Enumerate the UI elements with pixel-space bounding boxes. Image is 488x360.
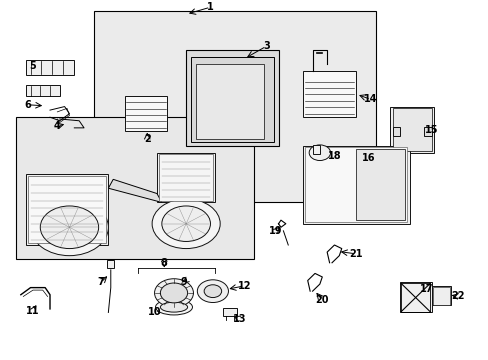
Bar	[196, 64, 264, 139]
Ellipse shape	[152, 199, 220, 248]
Text: 2: 2	[143, 134, 150, 144]
Ellipse shape	[40, 206, 99, 248]
Text: 1: 1	[206, 2, 213, 12]
Bar	[191, 57, 273, 142]
FancyBboxPatch shape	[16, 117, 254, 259]
Bar	[432, 287, 449, 305]
Bar	[389, 107, 433, 153]
Text: 17: 17	[419, 284, 433, 294]
Ellipse shape	[308, 145, 330, 161]
Text: 8: 8	[161, 258, 167, 268]
Text: 19: 19	[269, 226, 282, 236]
Text: 14: 14	[364, 94, 377, 104]
Ellipse shape	[203, 285, 221, 298]
Text: 13: 13	[232, 314, 246, 324]
Ellipse shape	[160, 283, 187, 303]
Bar	[26, 85, 60, 96]
Text: 3: 3	[263, 41, 269, 51]
Text: 18: 18	[327, 151, 341, 161]
Bar	[28, 176, 106, 243]
Text: 21: 21	[349, 249, 362, 259]
Ellipse shape	[30, 199, 108, 256]
Text: 11: 11	[26, 306, 40, 316]
Bar	[305, 147, 407, 222]
Bar	[302, 145, 409, 224]
Bar	[356, 149, 404, 220]
Bar	[26, 60, 74, 75]
Bar	[424, 127, 431, 136]
Bar	[222, 308, 237, 316]
Text: 5: 5	[30, 61, 36, 71]
Ellipse shape	[160, 302, 187, 312]
Bar	[125, 96, 166, 131]
Text: 6: 6	[25, 100, 31, 110]
Text: 22: 22	[451, 292, 464, 301]
Bar	[392, 127, 399, 136]
Ellipse shape	[154, 279, 193, 307]
Text: 20: 20	[315, 295, 328, 305]
Bar	[157, 153, 215, 202]
Text: 10: 10	[147, 307, 161, 318]
Text: 12: 12	[237, 281, 251, 291]
Ellipse shape	[197, 280, 228, 302]
Bar	[302, 71, 356, 117]
Text: 9: 9	[180, 277, 187, 287]
FancyBboxPatch shape	[94, 11, 375, 202]
Bar	[392, 108, 431, 151]
Polygon shape	[108, 179, 162, 202]
Text: 7: 7	[98, 277, 104, 287]
Bar	[26, 174, 108, 245]
Text: 15: 15	[424, 125, 438, 135]
Bar	[159, 154, 212, 201]
Bar	[107, 260, 114, 268]
Ellipse shape	[162, 206, 210, 242]
Bar	[399, 282, 431, 312]
Bar	[400, 283, 429, 312]
Ellipse shape	[155, 299, 192, 315]
Text: 4: 4	[54, 121, 61, 131]
Bar	[312, 145, 320, 154]
Text: 16: 16	[361, 153, 374, 163]
FancyBboxPatch shape	[186, 50, 278, 145]
Bar	[431, 286, 450, 305]
